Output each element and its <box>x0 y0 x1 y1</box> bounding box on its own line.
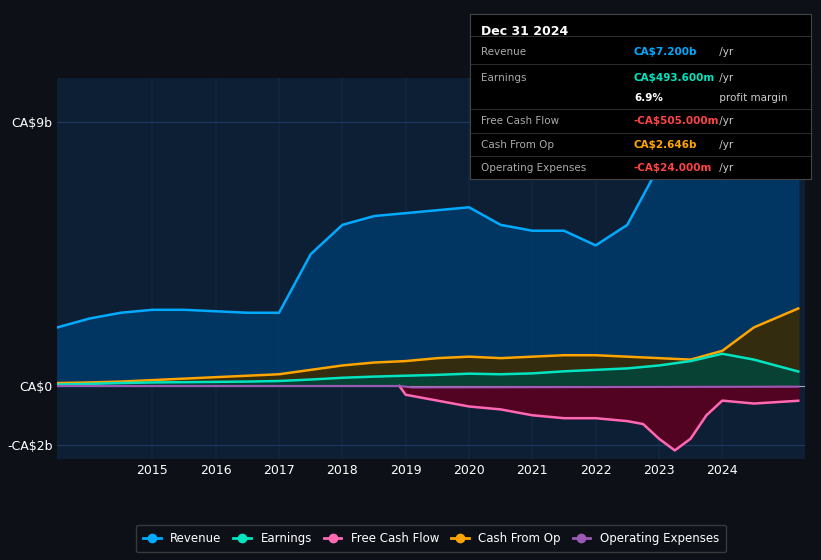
Text: /yr: /yr <box>716 73 733 83</box>
Text: Dec 31 2024: Dec 31 2024 <box>480 25 568 38</box>
Text: Revenue: Revenue <box>480 47 525 57</box>
Text: Cash From Op: Cash From Op <box>480 139 553 150</box>
Text: CA$493.600m: CA$493.600m <box>634 73 715 83</box>
Text: /yr: /yr <box>716 47 733 57</box>
Text: profit margin: profit margin <box>716 94 787 103</box>
Legend: Revenue, Earnings, Free Cash Flow, Cash From Op, Operating Expenses: Revenue, Earnings, Free Cash Flow, Cash … <box>136 525 726 552</box>
Text: Earnings: Earnings <box>480 73 526 83</box>
Text: /yr: /yr <box>716 162 733 172</box>
Text: Free Cash Flow: Free Cash Flow <box>480 116 559 127</box>
Text: CA$2.646b: CA$2.646b <box>634 139 698 150</box>
Text: -CA$505.000m: -CA$505.000m <box>634 116 719 127</box>
Text: /yr: /yr <box>716 116 733 127</box>
Text: 6.9%: 6.9% <box>634 94 663 103</box>
Text: Operating Expenses: Operating Expenses <box>480 162 586 172</box>
Text: CA$7.200b: CA$7.200b <box>634 47 698 57</box>
Text: /yr: /yr <box>716 139 733 150</box>
Text: -CA$24.000m: -CA$24.000m <box>634 162 713 172</box>
